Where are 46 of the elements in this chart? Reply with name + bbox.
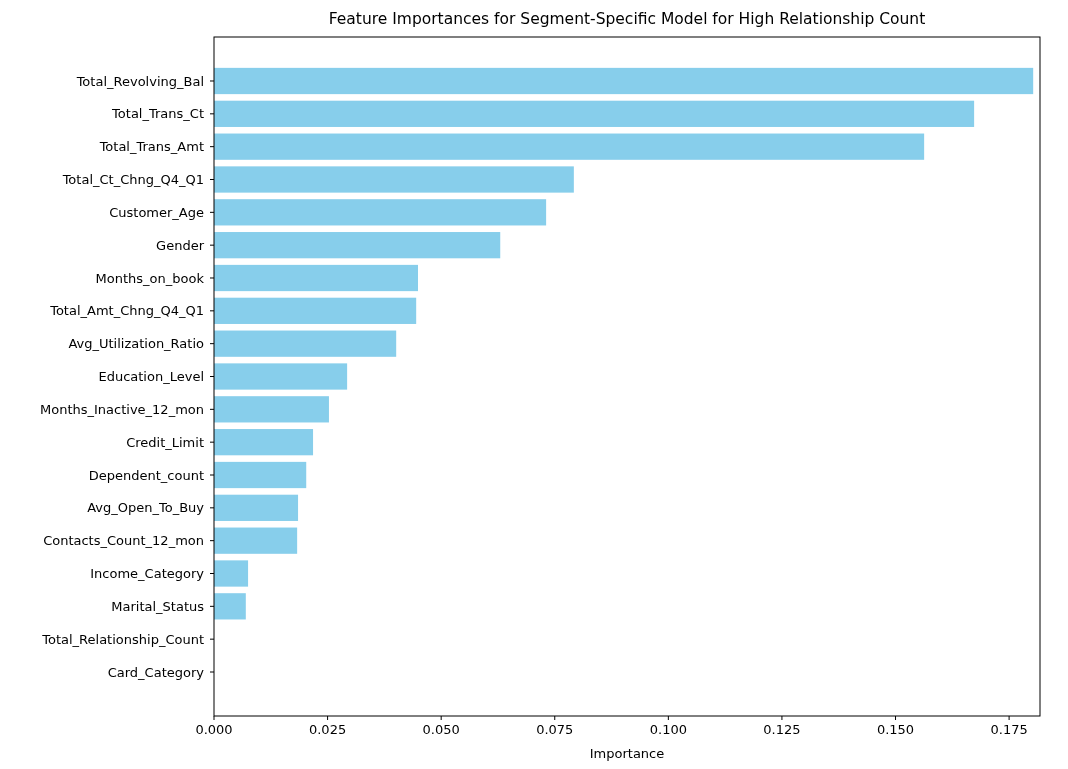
y-tick-label: Education_Level: [98, 369, 204, 385]
x-tick-label: 0.150: [876, 722, 915, 737]
y-tick-label: Credit_Limit: [126, 434, 204, 450]
bar: [214, 560, 249, 587]
x-tick-label: 0.125: [763, 722, 801, 737]
x-axis-title: Importance: [589, 746, 665, 761]
bar: [214, 199, 547, 226]
y-tick-label: Total_Trans_Ct: [111, 106, 204, 122]
bar: [214, 100, 975, 127]
chart-title: Feature Importances for Segment-Specific Model for High Relationship Count: [328, 10, 926, 28]
y-tick-label: Months_Inactive_12_mon: [39, 401, 204, 417]
bar: [214, 461, 307, 489]
bar: [214, 264, 418, 292]
bar: [214, 166, 574, 193]
y-tick-label: Avg_Open_To_Buy: [87, 500, 205, 516]
y-tick-label: Avg_Utilization_Ratio: [68, 336, 205, 352]
bar: [214, 133, 925, 160]
y-tick-label: Total_Trans_Amt: [98, 139, 204, 155]
bar: [214, 494, 299, 521]
x-tick-label: 0.025: [308, 722, 347, 737]
bar: [214, 232, 501, 259]
y-tick-label: Marital_Status: [111, 598, 205, 614]
y-tick-label: Card_Category: [107, 664, 205, 680]
x-tick-label: 0.175: [990, 722, 1028, 737]
y-tick-label: Total_Relationship_Count: [41, 631, 204, 647]
y-tick-label: Gender: [156, 237, 205, 253]
x-tick-label: 0.000: [195, 722, 233, 737]
y-tick-label: Months_on_book: [95, 270, 205, 286]
bar: [214, 593, 246, 620]
x-tick-label: 0.075: [536, 722, 574, 737]
bar: [214, 527, 298, 554]
y-tick-label: Income_Category: [90, 566, 205, 582]
bar: [214, 297, 417, 324]
y-tick-label: Customer_Age: [109, 204, 204, 220]
x-tick-label: 0.050: [422, 722, 460, 737]
bar: [214, 429, 314, 456]
bar: [214, 396, 329, 423]
y-tick-label: Dependent_count: [88, 467, 204, 483]
x-tick-label: 0.100: [649, 722, 687, 737]
bar: [214, 330, 397, 357]
bar: [214, 363, 348, 390]
y-tick-label: Total_Ct_Chng_Q4_Q1: [61, 172, 204, 188]
y-tick-label: Total_Amt_Chng_Q4_Q1: [49, 303, 204, 319]
bar: [214, 67, 1034, 95]
y-tick-label: Total_Revolving_Bal: [75, 73, 204, 89]
y-tick-label: Contacts_Count_12_mon: [43, 533, 204, 549]
